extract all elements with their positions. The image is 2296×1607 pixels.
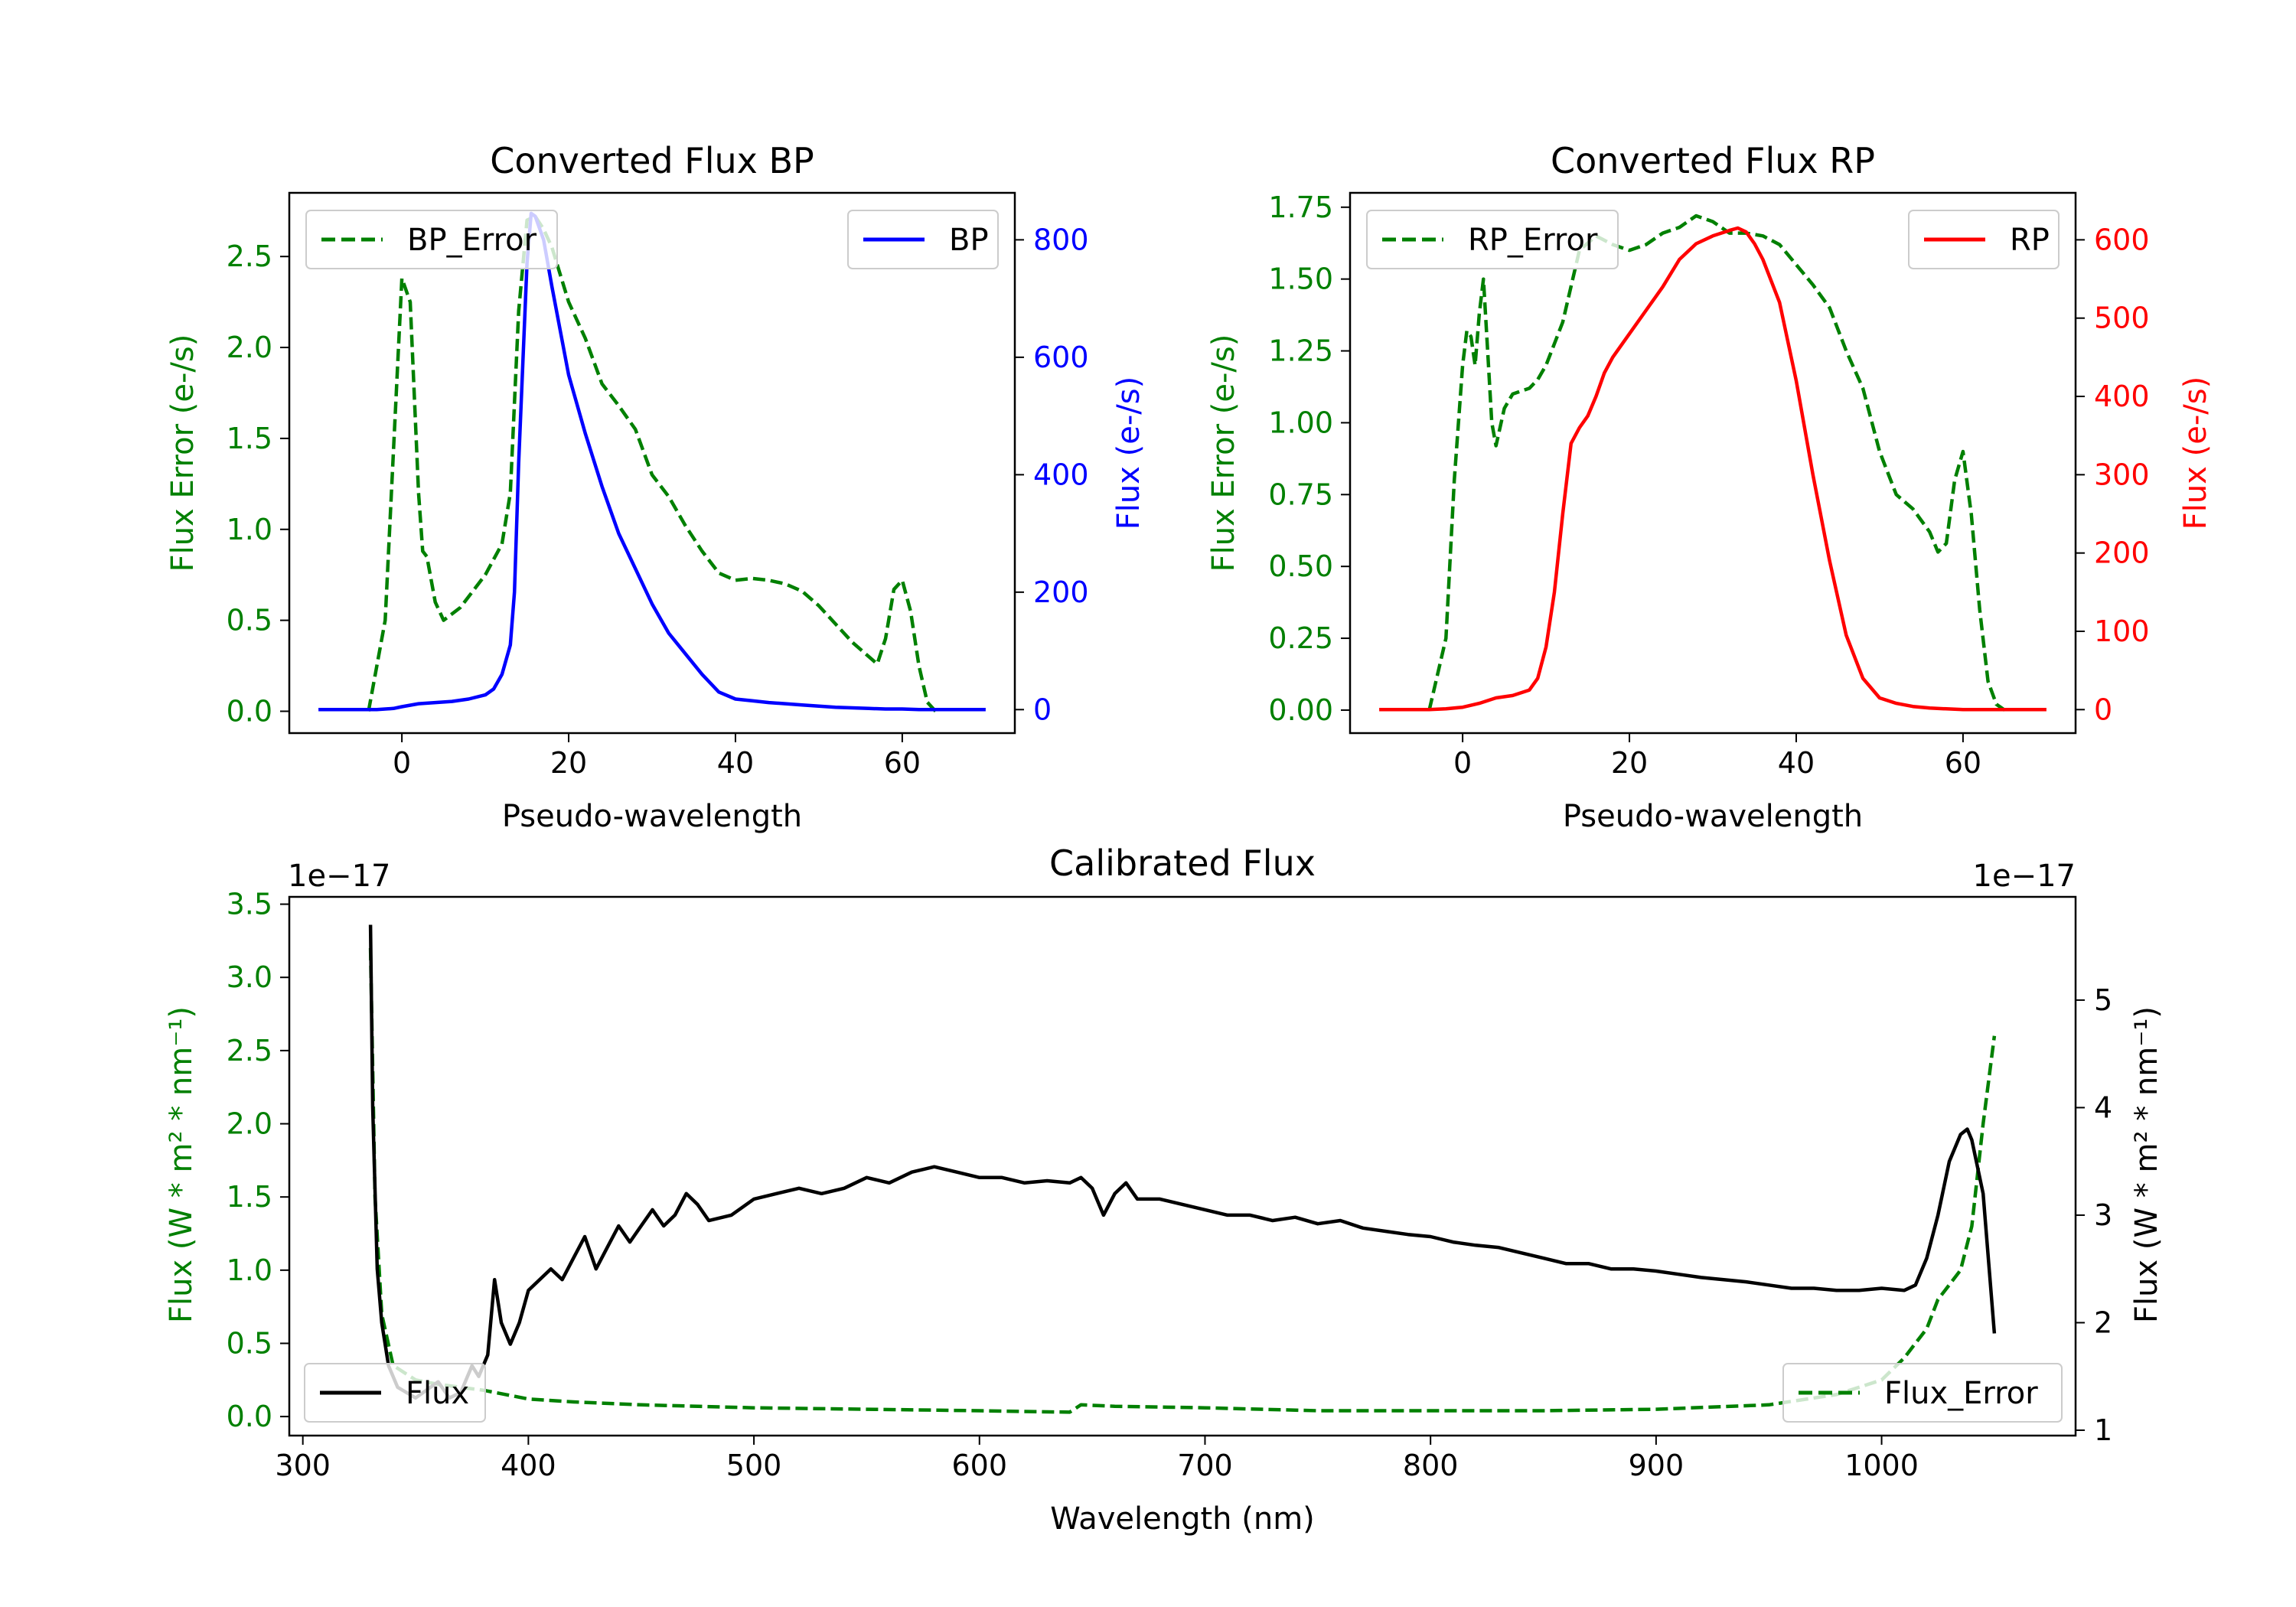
rp-yr-tick-label: 100 — [2094, 614, 2150, 648]
rp-x-tick-label: 60 — [1945, 746, 1981, 780]
bp-legend-left[interactable]: BP_Error — [305, 210, 558, 269]
rp-title: Converted Flux RP — [1551, 140, 1875, 181]
rp-legend-right-label: RP — [2010, 223, 2050, 258]
rp-panel: Converted Flux RP 0 20 40 60 0.00 0.25 0.50 0.7… — [1206, 140, 2213, 834]
cal-yl-tick-label: 1.0 — [227, 1253, 272, 1287]
bp-xlabel: Pseudo-wavelength — [502, 799, 802, 834]
bp-yr-tick-label: 400 — [1033, 458, 1089, 491]
rp-yr-tick-label: 300 — [2094, 458, 2150, 491]
cal-x-tick-label: 800 — [1403, 1449, 1459, 1482]
rp-ylabel-left: Flux Error (e-/s) — [1206, 334, 1241, 572]
cal-yr-tick-label: 2 — [2094, 1305, 2112, 1339]
rp-yr-tick-label: 200 — [2094, 536, 2150, 570]
cal-x-tick-label: 900 — [1629, 1449, 1684, 1482]
cal-yr-tick-label: 5 — [2094, 983, 2112, 1017]
bp-legend-right[interactable]: BP — [847, 210, 999, 269]
cal-panel: Calibrated Flux 1e−17 1e−17 300 400 500 600… — [164, 843, 2164, 1537]
rp-yr-tick-label: 600 — [2094, 223, 2150, 256]
bp-yl-tick-label: 1.5 — [227, 422, 272, 455]
cal-yl-tick-label: 0.0 — [227, 1400, 272, 1433]
cal-ylabel-right: Flux (W * m² * nm⁻¹) — [2129, 1006, 2164, 1323]
cal-offset-left: 1e−17 — [288, 859, 390, 894]
cal-yl-tick-label: 2.5 — [227, 1034, 272, 1068]
cal-ylabel-left: Flux (W * m² * nm⁻¹) — [164, 1006, 199, 1323]
bp-legend-right-label: BP — [949, 223, 989, 258]
cal-x-tick-label: 700 — [1177, 1449, 1233, 1482]
cal-yl-tick-label: 3.5 — [227, 888, 272, 921]
bp-series-left-line — [367, 214, 938, 713]
rp-yl-tick-label: 0.50 — [1268, 549, 1333, 583]
rp-yl-tick-label: 1.50 — [1268, 262, 1333, 296]
rp-legend-right[interactable]: RP — [1908, 210, 2060, 269]
bp-yl-tick-label: 0.0 — [227, 694, 272, 728]
rp-yl-tick-label: 0.75 — [1268, 478, 1333, 511]
cal-title: Calibrated Flux — [1049, 843, 1316, 884]
cal-series-right-line — [368, 924, 1997, 1400]
cal-legend-left-label: Flux — [406, 1376, 469, 1411]
rp-yl-tick-label: 0.25 — [1268, 621, 1333, 655]
rp-legend-left[interactable]: RP_Error — [1366, 210, 1619, 269]
rp-plot-area: 0 20 40 60 0.00 0.25 0.50 0.75 1.00 1.25 1.50 1.75 0… — [1268, 191, 2149, 780]
cal-x-tick-label: 500 — [726, 1449, 782, 1482]
bp-x-tick-label: 20 — [550, 746, 587, 780]
cal-offset-right: 1e−17 — [1973, 859, 2076, 894]
cal-legend-left[interactable]: Flux — [304, 1363, 486, 1423]
cal-yl-tick-label: 3.0 — [227, 960, 272, 994]
cal-yl-tick-label: 1.5 — [227, 1180, 272, 1214]
cal-yl-tick-label: 2.0 — [227, 1107, 272, 1141]
bp-yl-tick-label: 0.5 — [227, 604, 272, 637]
bp-panel: Converted Flux BP 0 20 40 60 0.0 0.5 1.0 1.5 2.0… — [165, 140, 1146, 834]
bp-yr-tick-label: 200 — [1033, 575, 1089, 609]
bp-axes-frame — [288, 191, 1016, 735]
bp-x-tick-label: 40 — [717, 746, 754, 780]
cal-x-tick-label: 400 — [501, 1449, 556, 1482]
rp-x-tick-label: 20 — [1611, 746, 1648, 780]
cal-x-tick-label: 1000 — [1844, 1449, 1919, 1482]
rp-ylabel-right: Flux (e-/s) — [2178, 376, 2213, 530]
rp-yl-tick-label: 1.00 — [1268, 406, 1333, 439]
bp-yl-tick-label: 1.0 — [227, 513, 272, 546]
rp-series-left-line — [1427, 214, 2006, 712]
rp-yr-tick-label: 400 — [2094, 380, 2150, 413]
cal-axes-frame — [288, 895, 2077, 1437]
cal-yl-tick-label: 0.5 — [227, 1326, 272, 1360]
bp-yl-tick-label: 2.5 — [227, 240, 272, 273]
bp-plot-area: 0 20 40 60 0.0 0.5 1.0 1.5 2.0 2.5 0 200 400 600 800 — [227, 191, 1089, 780]
rp-yr-tick-label: 500 — [2094, 302, 2150, 335]
bp-yl-tick-label: 2.0 — [227, 331, 272, 364]
bp-yr-tick-label: 800 — [1033, 223, 1089, 256]
bp-title: Converted Flux BP — [490, 140, 814, 181]
bp-x-tick-label: 0 — [393, 746, 411, 780]
cal-legend-right-label: Flux_Error — [1884, 1376, 2038, 1411]
rp-yl-tick-label: 1.75 — [1268, 191, 1333, 224]
bp-x-tick-label: 60 — [884, 746, 921, 780]
cal-x-tick-label: 600 — [952, 1449, 1008, 1482]
rp-series-right-line — [1379, 226, 2047, 712]
bp-yr-tick-label: 0 — [1033, 693, 1052, 726]
bp-yr-tick-label: 600 — [1033, 341, 1089, 374]
bp-ylabel-left: Flux Error (e-/s) — [165, 334, 201, 572]
rp-legend-left-label: RP_Error — [1468, 223, 1598, 258]
bp-legend-left-label: BP_Error — [407, 223, 537, 258]
cal-legend-right[interactable]: Flux_Error — [1782, 1363, 2063, 1423]
cal-yr-tick-label: 1 — [2094, 1413, 2112, 1447]
rp-axes-frame — [1349, 191, 2077, 735]
rp-yl-tick-label: 1.25 — [1268, 334, 1333, 368]
rp-xlabel: Pseudo-wavelength — [1563, 799, 1863, 834]
cal-yr-tick-label: 4 — [2094, 1090, 2112, 1124]
cal-yr-tick-label: 3 — [2094, 1198, 2112, 1232]
bp-series-right-line — [318, 211, 986, 712]
rp-yl-tick-label: 0.00 — [1268, 693, 1333, 727]
cal-xlabel: Wavelength (nm) — [1050, 1501, 1315, 1537]
bp-ylabel-right: Flux (e-/s) — [1111, 376, 1146, 530]
rp-x-tick-label: 0 — [1453, 746, 1472, 780]
rp-yr-tick-label: 0 — [2094, 693, 2112, 726]
rp-x-tick-label: 40 — [1778, 746, 1815, 780]
cal-x-tick-label: 300 — [275, 1449, 331, 1482]
